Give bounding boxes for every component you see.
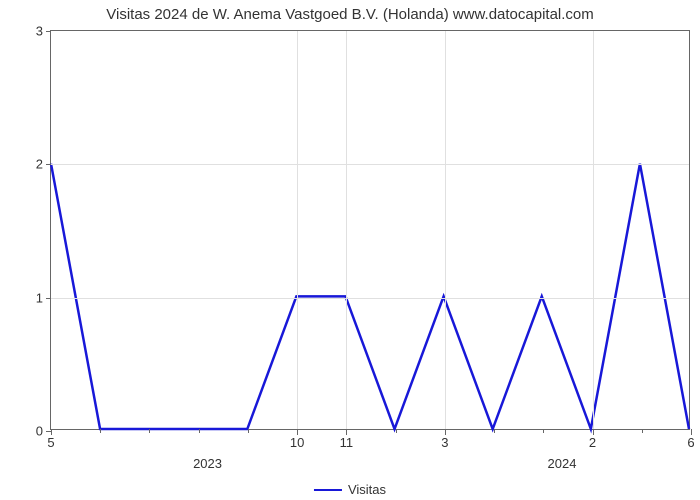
x-tick-mark-minor bbox=[543, 429, 544, 433]
visits-chart: Visitas 2024 de W. Anema Vastgoed B.V. (… bbox=[0, 0, 700, 500]
x-tick-mark-minor bbox=[149, 429, 150, 433]
x-tick-label: 11 bbox=[340, 429, 354, 450]
grid-line-vertical bbox=[346, 31, 347, 429]
x-tick-mark-minor bbox=[248, 429, 249, 433]
grid-line-vertical bbox=[593, 31, 594, 429]
chart-title: Visitas 2024 de W. Anema Vastgoed B.V. (… bbox=[0, 6, 700, 23]
y-tick-label: 1 bbox=[36, 290, 51, 305]
grid-line-vertical bbox=[297, 31, 298, 429]
x-tick-label: 6 bbox=[687, 429, 694, 450]
x-tick-mark-minor bbox=[642, 429, 643, 433]
x-tick-label: 3 bbox=[441, 429, 448, 450]
x-tick-label: 10 bbox=[290, 429, 304, 450]
y-tick-label: 3 bbox=[36, 24, 51, 39]
plot-area: 012351011326 bbox=[50, 30, 690, 430]
x-year-label: 2024 bbox=[548, 456, 577, 471]
x-tick-label: 5 bbox=[47, 429, 54, 450]
x-tick-mark-minor bbox=[396, 429, 397, 433]
x-tick-mark-minor bbox=[199, 429, 200, 433]
x-tick-mark-minor bbox=[494, 429, 495, 433]
y-tick-label: 2 bbox=[36, 157, 51, 172]
legend: Visitas bbox=[314, 482, 386, 497]
grid-line-vertical bbox=[445, 31, 446, 429]
x-year-label: 2023 bbox=[193, 456, 222, 471]
x-tick-label: 2 bbox=[589, 429, 596, 450]
x-tick-mark-minor bbox=[100, 429, 101, 433]
legend-swatch bbox=[314, 489, 342, 491]
legend-label: Visitas bbox=[348, 482, 386, 497]
